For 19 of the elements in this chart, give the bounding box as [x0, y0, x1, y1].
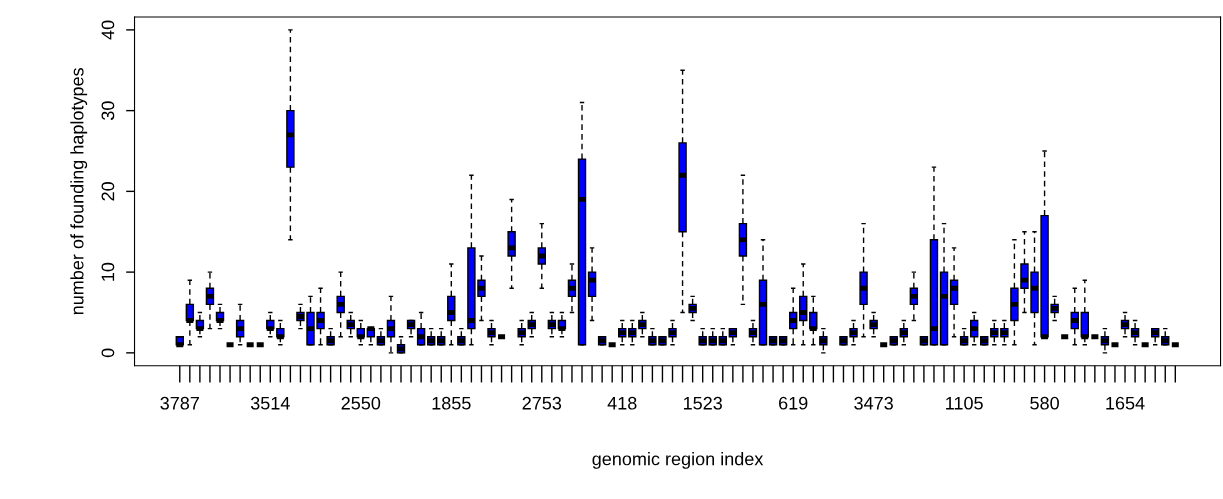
- x-tick-label: 1105: [946, 396, 983, 410]
- x-tick-label: 1855: [432, 396, 471, 410]
- y-tick-label: 10: [101, 262, 115, 281]
- x-tick-label: 619: [779, 396, 808, 410]
- x-axis-title: genomic region index: [592, 452, 764, 469]
- x-tick-label: 3473: [854, 396, 893, 410]
- x-tick-label: 1523: [683, 396, 722, 410]
- x-tick-label: 418: [607, 396, 637, 410]
- y-tick-label: 20: [101, 182, 115, 201]
- y-axis-title: number of founding haplotypes: [70, 68, 88, 315]
- y-tick-label: 30: [101, 101, 115, 120]
- y-tick-label: 40: [101, 20, 115, 40]
- x-tick-label: 3514: [250, 396, 290, 410]
- x-tick-label: 1654: [1106, 396, 1145, 410]
- x-tick-label: 3787: [160, 396, 199, 410]
- x-tick-label: 580: [1030, 396, 1059, 410]
- x-tick-label: 2550: [341, 396, 381, 410]
- y-tick-label: 0: [101, 348, 115, 358]
- x-tick-label: 2753: [522, 396, 562, 410]
